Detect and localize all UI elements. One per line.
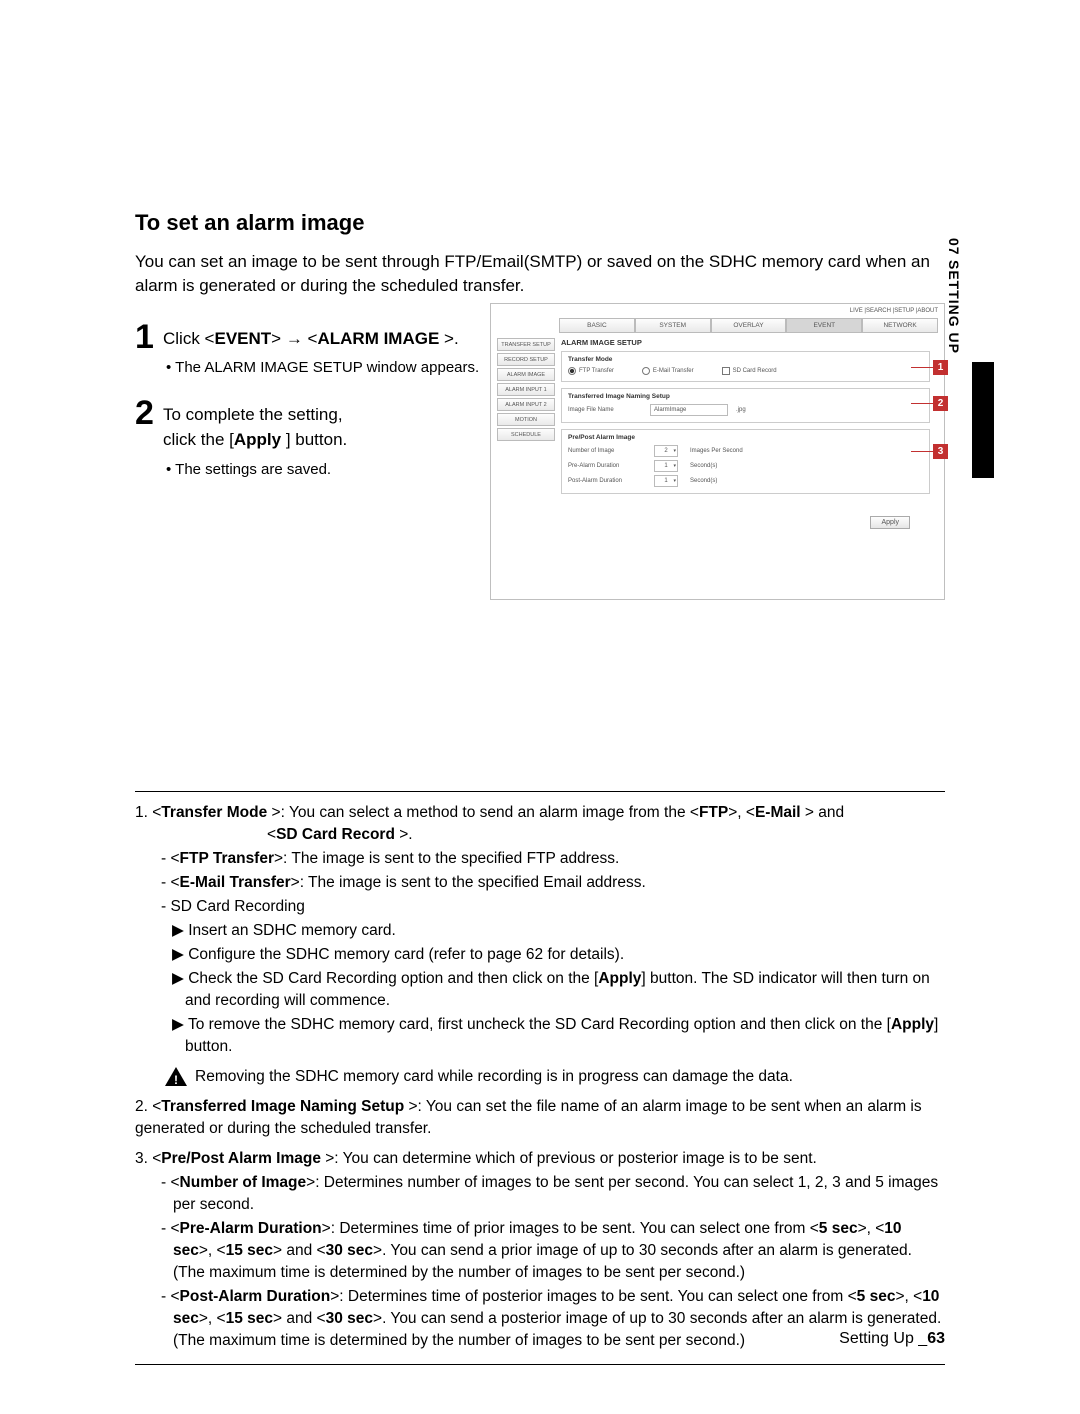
ss-numimage-unit: Images Per Second xyxy=(690,448,923,454)
ss-side-transfer[interactable]: TRANSFER SETUP xyxy=(497,338,555,351)
ss-tab-basic[interactable]: BASIC xyxy=(559,318,635,333)
detail-1: 1. <Transfer Mode >: You can select a me… xyxy=(135,802,945,1088)
detail-1-a3: ▶ Check the SD Card Recording option and… xyxy=(135,968,945,1012)
divider-top xyxy=(135,791,945,792)
ss-filename-input[interactable]: AlarmImage xyxy=(650,404,728,416)
warning-icon xyxy=(165,1067,187,1086)
detail-3: 3. <Pre/Post Alarm Image >: You can dete… xyxy=(135,1148,945,1352)
detail-1-a2: ▶ Configure the SDHC memory card (refer … xyxy=(135,944,945,966)
ss-side-schedule[interactable]: SCHEDULE xyxy=(497,428,555,441)
ss-p2-title: Transferred Image Naming Setup xyxy=(568,393,923,400)
detail-3-pre: - <Pre-Alarm Duration>: Determines time … xyxy=(135,1218,945,1284)
side-tab: 07 SETTING UP xyxy=(946,238,972,354)
ss-side-record[interactable]: RECORD SETUP xyxy=(497,353,555,366)
ss-tab-event[interactable]: EVENT xyxy=(786,318,862,333)
details-block: 1. <Transfer Mode >: You can select a me… xyxy=(135,802,945,1352)
intro-text: You can set an image to be sent through … xyxy=(135,250,935,298)
detail-1-ftp: - <FTP Transfer>: The image is sent to t… xyxy=(135,848,945,870)
manual-page: 07 SETTING UP To set an alarm image You … xyxy=(0,0,1080,1414)
callout-1: 1 xyxy=(933,360,948,375)
page-footer: Setting Up _63 xyxy=(839,1330,945,1348)
footer-page: 63 xyxy=(927,1330,945,1347)
ss-prealarm-label: Pre-Alarm Duration xyxy=(568,463,648,469)
ss-postalarm-unit: Second(s) xyxy=(690,478,923,484)
detail-3-post: - <Post-Alarm Duration>: Determines time… xyxy=(135,1286,945,1352)
detail-2: 2. <Transferred Image Naming Setup >: Yo… xyxy=(135,1096,945,1140)
ss-prealarm-unit: Second(s) xyxy=(690,463,923,469)
step-2-number: 2 xyxy=(135,396,163,492)
ss-sdcard-check[interactable]: SD Card Record xyxy=(722,367,777,375)
ss-p3-title: Pre/Post Alarm Image xyxy=(568,434,923,441)
ss-email-radio[interactable]: E-Mail Transfer xyxy=(642,367,694,375)
detail-3-num: - <Number of Image>: Determines number o… xyxy=(135,1172,945,1216)
ss-top-links: LIVE |SEARCH |SETUP |ABOUT xyxy=(850,308,938,314)
ss-sidebar: TRANSFER SETUP RECORD SETUP ALARM IMAGE … xyxy=(497,338,555,443)
ss-tab-overlay[interactable]: OVERLAY xyxy=(711,318,787,333)
footer-label: Setting Up _ xyxy=(839,1330,927,1347)
ss-p1-title: Transfer Mode xyxy=(568,356,923,363)
ui-screenshot: LIVE |SEARCH |SETUP |ABOUT BASIC SYSTEM … xyxy=(490,303,945,600)
ss-numimage-label: Number of Image xyxy=(568,448,648,454)
ss-prealarm-select[interactable]: 1 xyxy=(654,460,678,472)
ss-panel-title: ALARM IMAGE SETUP xyxy=(561,338,930,347)
callout-3: 3 xyxy=(933,444,948,459)
callout-line-3 xyxy=(911,451,933,452)
ss-postalarm-label: Post-Alarm Duration xyxy=(568,478,648,484)
warning: Removing the SDHC memory card while reco… xyxy=(165,1066,945,1088)
chapter-number: 07 xyxy=(946,238,962,256)
detail-1-sd: - SD Card Recording xyxy=(135,896,945,918)
step-1-text: Click <EVENT> → <ALARM IMAGE >. xyxy=(163,329,459,348)
ss-side-alarm1[interactable]: ALARM INPUT 1 xyxy=(497,383,555,396)
ss-ftp-radio[interactable]: FTP Transfer xyxy=(568,367,614,375)
ss-main-panel: ALARM IMAGE SETUP Transfer Mode FTP Tran… xyxy=(561,338,930,500)
ss-tab-bar: BASIC SYSTEM OVERLAY EVENT NETWORK xyxy=(559,318,938,333)
page-heading: To set an alarm image xyxy=(135,210,945,236)
step-1-number: 1 xyxy=(135,320,163,390)
step-2-sub: The settings are saved. xyxy=(163,459,347,482)
ss-side-alarm2[interactable]: ALARM INPUT 2 xyxy=(497,398,555,411)
detail-1-email: - <E-Mail Transfer>: The image is sent t… xyxy=(135,872,945,894)
ss-filename-label: Image File Name xyxy=(568,407,642,413)
callout-line-2 xyxy=(911,403,933,404)
ss-apply-button[interactable]: Apply xyxy=(870,516,910,529)
detail-1-a1: ▶ Insert an SDHC memory card. xyxy=(135,920,945,942)
ss-transfer-mode-panel: Transfer Mode FTP Transfer E-Mail Transf… xyxy=(561,351,930,382)
ss-prepost-panel: Pre/Post Alarm Image Number of Image 2 I… xyxy=(561,429,930,494)
warning-text: Removing the SDHC memory card while reco… xyxy=(195,1066,793,1088)
ss-postalarm-select[interactable]: 1 xyxy=(654,475,678,487)
step-2-text: To complete the setting, click the [Appl… xyxy=(163,402,347,453)
ss-tab-network[interactable]: NETWORK xyxy=(862,318,938,333)
callout-line-1 xyxy=(911,367,933,368)
ss-numimage-select[interactable]: 2 xyxy=(654,445,678,457)
thumb-index-bar xyxy=(972,362,994,478)
ss-filename-ext: .jpg xyxy=(736,407,746,413)
section-title: SETTING UP xyxy=(946,260,962,354)
ss-naming-panel: Transferred Image Naming Setup Image Fil… xyxy=(561,388,930,423)
step-1-sub: The ALARM IMAGE SETUP window appears. xyxy=(163,357,479,380)
detail-1-a4: ▶ To remove the SDHC memory card, first … xyxy=(135,1014,945,1058)
ss-side-motion[interactable]: MOTION xyxy=(497,413,555,426)
ss-tab-system[interactable]: SYSTEM xyxy=(635,318,711,333)
callout-2: 2 xyxy=(933,396,948,411)
ss-side-alarmimage[interactable]: ALARM IMAGE xyxy=(497,368,555,381)
divider-bottom xyxy=(135,1364,945,1365)
